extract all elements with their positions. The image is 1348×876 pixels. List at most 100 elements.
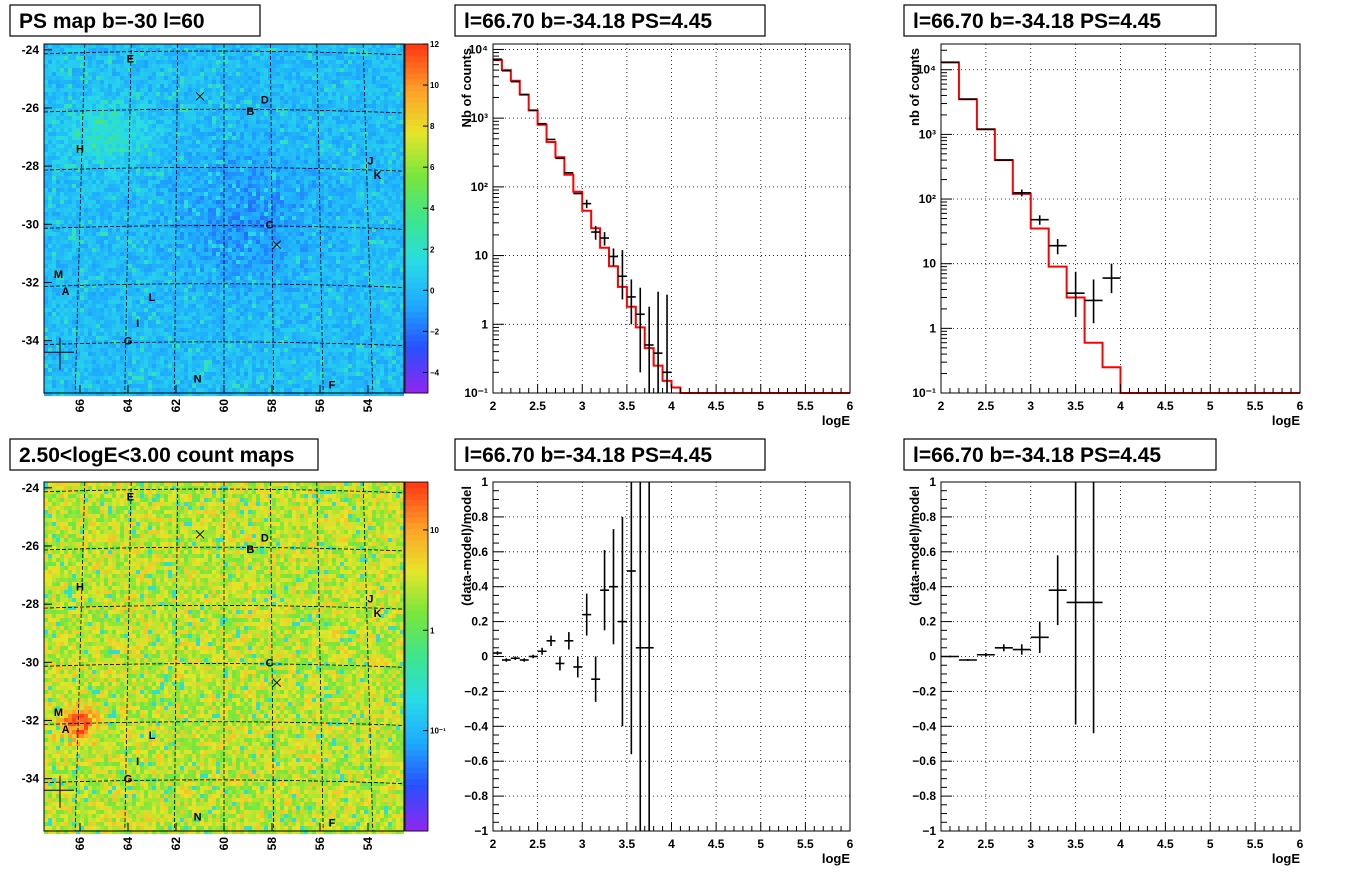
heatmap-cell	[76, 96, 80, 100]
heatmap-cell	[52, 240, 56, 244]
heatmap-cell	[368, 160, 372, 164]
heatmap-cell	[380, 120, 384, 124]
heatmap-cell	[288, 148, 292, 152]
heatmap-cell	[292, 168, 296, 172]
heatmap-cell	[308, 136, 312, 140]
heatmap-cell	[336, 72, 340, 76]
heatmap-cell	[168, 232, 172, 236]
heatmap-cell	[396, 176, 400, 180]
heatmap-cell	[324, 184, 328, 188]
heatmap-cell	[212, 252, 216, 256]
heatmap-cell	[212, 208, 216, 212]
heatmap-cell	[120, 132, 124, 136]
heatmap-cell	[180, 228, 184, 232]
heatmap-cell	[336, 152, 340, 156]
heatmap-cell	[364, 148, 368, 152]
heatmap-cell	[184, 204, 188, 208]
heatmap-cell	[248, 136, 252, 140]
heatmap-cell	[120, 88, 124, 92]
heatmap-cell	[196, 124, 200, 128]
heatmap-cell	[232, 220, 236, 224]
heatmap-cell	[44, 228, 48, 232]
heatmap-cell	[392, 76, 396, 80]
heatmap-cell	[268, 240, 272, 244]
heatmap-cell	[292, 104, 296, 108]
heatmap-cell	[364, 104, 368, 108]
heatmap-cell	[188, 136, 192, 140]
heatmap-cell	[144, 44, 148, 48]
heatmap-cell	[192, 148, 196, 152]
heatmap-cell	[352, 76, 356, 80]
heatmap-cell	[376, 48, 380, 52]
heatmap-cell	[356, 208, 360, 212]
heatmap-cell	[304, 64, 308, 68]
heatmap-cell	[196, 112, 200, 116]
heatmap-cell	[236, 184, 240, 188]
heatmap-cell	[388, 156, 392, 160]
heatmap-cell	[68, 244, 72, 248]
heatmap-cell	[116, 240, 120, 244]
heatmap-cell	[112, 64, 116, 68]
heatmap-cell	[352, 192, 356, 196]
heatmap-cell	[132, 104, 136, 108]
heatmap-cell	[128, 80, 132, 84]
heatmap-cell	[244, 244, 248, 248]
heatmap-cell	[236, 84, 240, 88]
heatmap-cell	[112, 236, 116, 240]
heatmap-cell	[400, 48, 404, 52]
heatmap-cell	[396, 56, 400, 60]
heatmap-cell	[196, 120, 200, 124]
heatmap-cell	[344, 232, 348, 236]
heatmap-cell	[212, 216, 216, 220]
heatmap-cell	[64, 160, 68, 164]
heatmap-cell	[324, 112, 328, 116]
heatmap-cell	[356, 144, 360, 148]
heatmap-cell	[204, 120, 208, 124]
heatmap-cell	[132, 132, 136, 136]
heatmap-cell	[140, 180, 144, 184]
heatmap-cell	[308, 112, 312, 116]
heatmap-cell	[236, 204, 240, 208]
heatmap-cell	[176, 200, 180, 204]
heatmap-cell	[56, 128, 60, 132]
heatmap-cell	[124, 256, 128, 260]
heatmap-cell	[68, 112, 72, 116]
heatmap-cell	[292, 256, 296, 260]
heatmap-cell	[172, 64, 176, 68]
heatmap-cell	[360, 224, 364, 228]
heatmap-cell	[372, 132, 376, 136]
heatmap-cell	[332, 112, 336, 116]
heatmap-cell	[260, 72, 264, 76]
heatmap-cell	[216, 248, 220, 252]
heatmap-cell	[336, 228, 340, 232]
heatmap-cell	[352, 52, 356, 56]
heatmap-cell	[328, 200, 332, 204]
heatmap-cell	[304, 72, 308, 76]
heatmap-cell	[380, 220, 384, 224]
heatmap-cell	[204, 112, 208, 116]
heatmap-cell	[352, 116, 356, 120]
heatmap-cell	[312, 184, 316, 188]
heatmap-cell	[300, 88, 304, 92]
heatmap-cell	[72, 244, 76, 248]
heatmap-cell	[172, 192, 176, 196]
heatmap-cell	[236, 260, 240, 264]
heatmap-cell	[88, 152, 92, 156]
heatmap-cell	[356, 256, 360, 260]
heatmap-cell	[112, 108, 116, 112]
heatmap-cell	[172, 244, 176, 248]
heatmap-cell	[148, 68, 152, 72]
heatmap-cell	[200, 64, 204, 68]
heatmap-cell	[212, 76, 216, 80]
heatmap-cell	[252, 252, 256, 256]
heatmap-cell	[48, 112, 52, 116]
heatmap-cell	[56, 256, 60, 260]
heatmap-cell	[352, 160, 356, 164]
heatmap-cell	[56, 124, 60, 128]
heatmap-cell	[344, 228, 348, 232]
heatmap-cell	[212, 184, 216, 188]
heatmap-cell	[284, 184, 288, 188]
heatmap-cell	[216, 144, 220, 148]
heatmap-cell	[328, 112, 332, 116]
heatmap-cell	[360, 64, 364, 68]
